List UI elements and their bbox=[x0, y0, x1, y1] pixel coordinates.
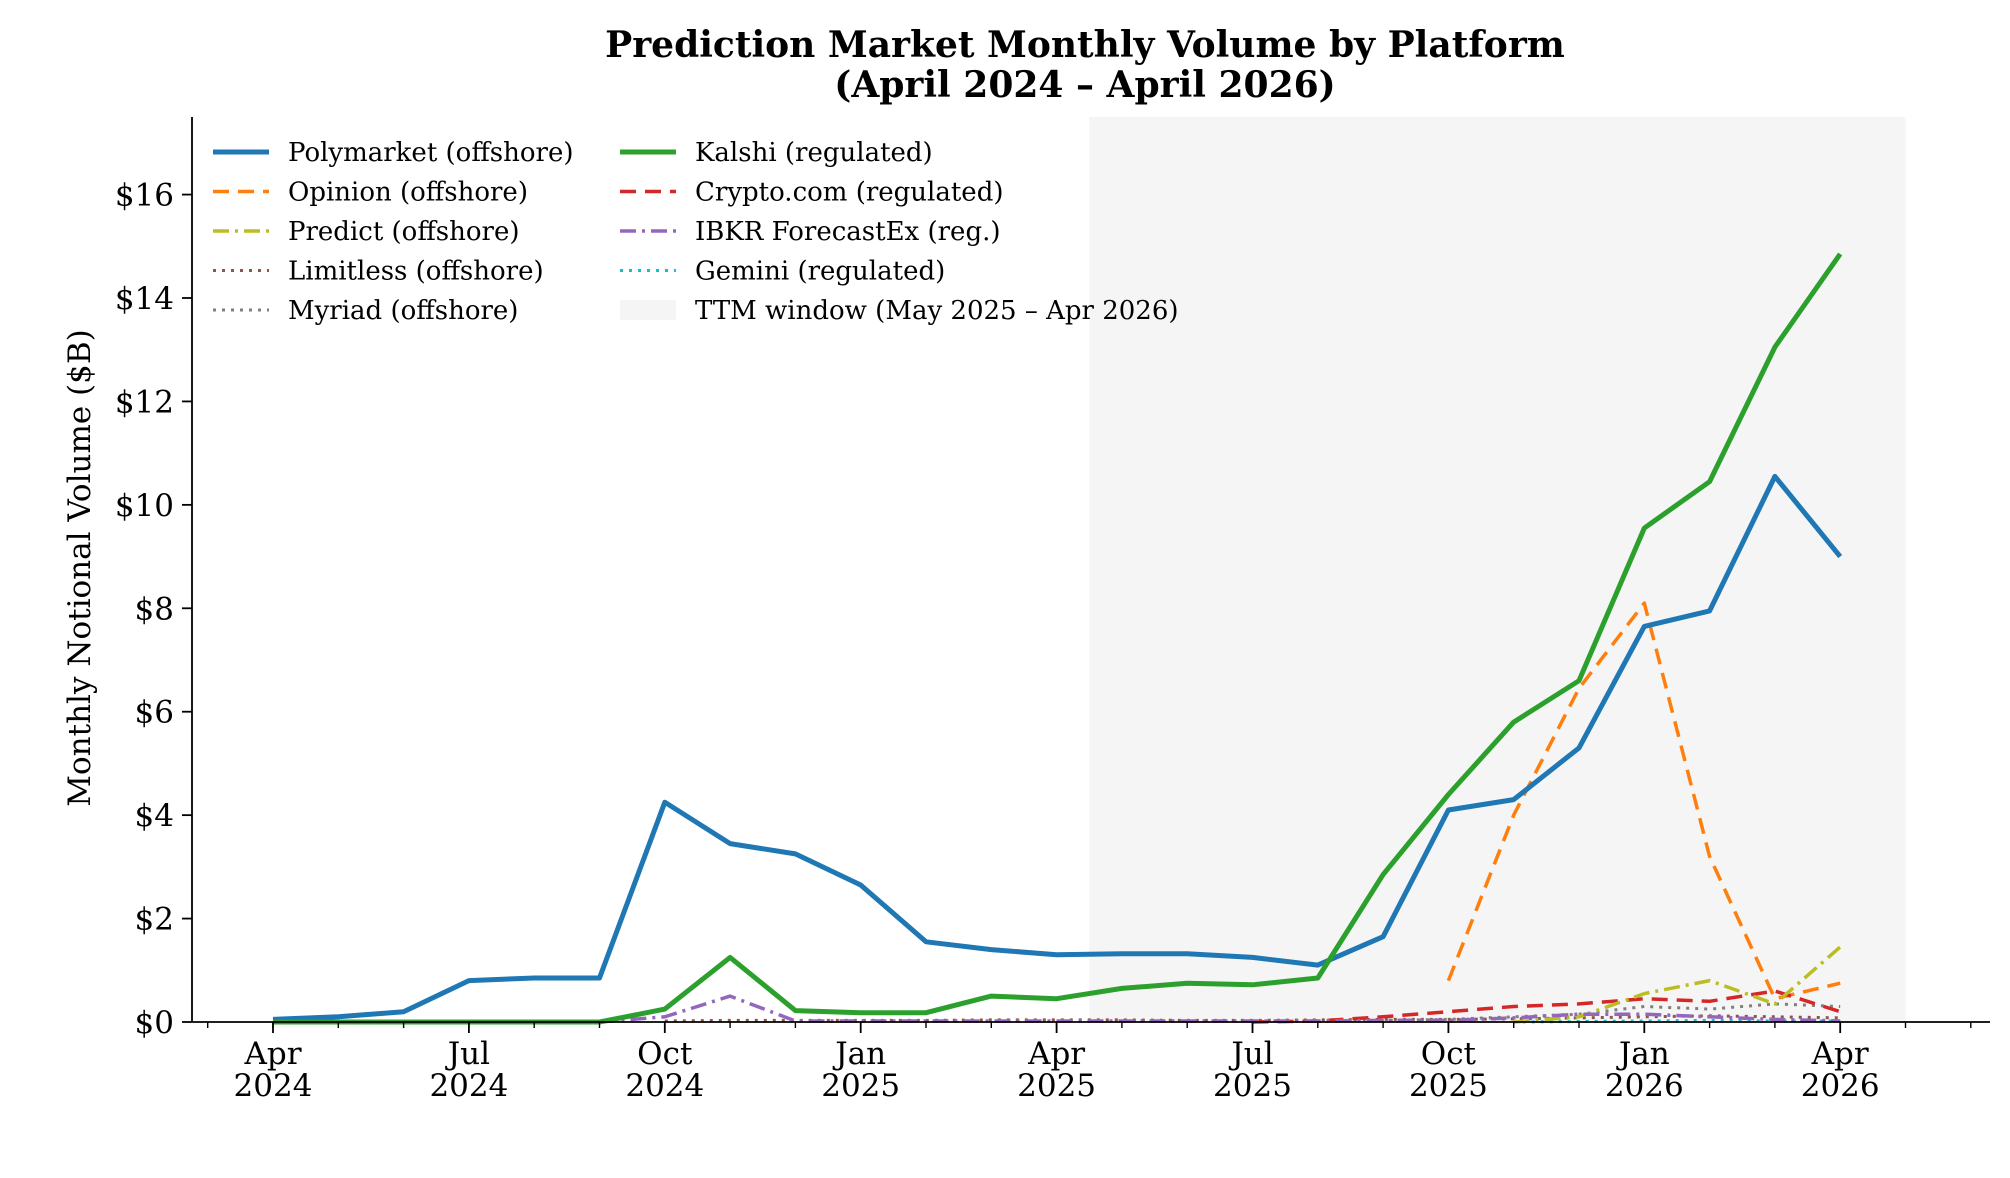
y-tick-label: $14 bbox=[115, 281, 174, 317]
y-tick-label: $8 bbox=[135, 591, 174, 627]
x-tick-label-year: 2024 bbox=[625, 1068, 704, 1104]
series-line-predict-offshore bbox=[1513, 945, 1842, 1024]
legend-label: Kalshi (regulated) bbox=[695, 138, 933, 168]
legend-label: Limitless (offshore) bbox=[288, 257, 544, 287]
x-tick-label-month: Oct bbox=[637, 1036, 693, 1072]
x-tick-label-month: Jul bbox=[445, 1036, 490, 1072]
x-tick-label-month: Apr bbox=[243, 1036, 301, 1072]
series-line-polymarket-offshore bbox=[272, 473, 1843, 1022]
x-tick-label-month: Oct bbox=[1421, 1036, 1477, 1072]
x-tick-label-month: Jul bbox=[1228, 1036, 1273, 1072]
series-line-opinion-offshore bbox=[1446, 601, 1841, 1001]
legend-label: TTM window (May 2025 – Apr 2026) bbox=[695, 296, 1179, 326]
y-tick-label: $12 bbox=[115, 384, 174, 420]
x-tick-label-year: 2024 bbox=[429, 1068, 508, 1104]
legend-label: Predict (offshore) bbox=[288, 217, 520, 247]
x-tick-label-month: Jan bbox=[1616, 1036, 1670, 1072]
x-tick-label-month: Apr bbox=[1811, 1036, 1869, 1072]
legend-label: Gemini (regulated) bbox=[695, 257, 945, 287]
y-tick-label: $16 bbox=[115, 178, 174, 214]
chart-title: Prediction Market Monthly Volume by Plat… bbox=[605, 24, 1565, 66]
ttm-window-shading bbox=[1089, 117, 1906, 1022]
y-axis-label: Monthly Notional Volume ($B) bbox=[62, 329, 98, 807]
y-tick-label: $2 bbox=[135, 902, 174, 938]
legend-swatch-ttm bbox=[620, 300, 676, 320]
x-tick-label-year: 2025 bbox=[1409, 1068, 1488, 1104]
x-tick-label-year: 2025 bbox=[1017, 1068, 1096, 1104]
x-tick-label-year: 2024 bbox=[234, 1068, 313, 1104]
x-tick-label-year: 2025 bbox=[1213, 1068, 1292, 1104]
series-line-myriad-offshore bbox=[1317, 1002, 1841, 1023]
x-axis: Apr2024Jul2024Oct2024Jan2025Apr2025Jul20… bbox=[206, 1022, 1972, 1104]
y-tick-label: $0 bbox=[135, 1005, 174, 1041]
x-tick-label-month: Jan bbox=[832, 1036, 886, 1072]
x-tick-label-year: 2025 bbox=[821, 1068, 900, 1104]
y-tick-label: $10 bbox=[115, 488, 174, 524]
legend-label: Opinion (offshore) bbox=[288, 178, 528, 208]
legend-label: Polymarket (offshore) bbox=[288, 138, 574, 168]
legend-label: Crypto.com (regulated) bbox=[695, 178, 1003, 208]
x-tick-label-year: 2026 bbox=[1801, 1068, 1880, 1104]
chart-subtitle: (April 2024 – April 2026) bbox=[834, 64, 1335, 106]
x-tick-label-month: Apr bbox=[1027, 1036, 1085, 1072]
legend-label: IBKR ForecastEx (reg.) bbox=[695, 217, 1001, 247]
x-tick-label-year: 2026 bbox=[1605, 1068, 1684, 1104]
legend-label: Myriad (offshore) bbox=[288, 296, 518, 326]
y-tick-label: $6 bbox=[135, 695, 174, 731]
legend: Polymarket (offshore) Opinion (offshore) P… bbox=[213, 138, 1179, 326]
y-axis: $0 $2 $4 $6 $8 $10 $12 $14 $16 bbox=[115, 178, 192, 1041]
y-tick-label: $4 bbox=[135, 798, 174, 834]
series-line-ibkr-forecastex-reg bbox=[599, 994, 1841, 1024]
